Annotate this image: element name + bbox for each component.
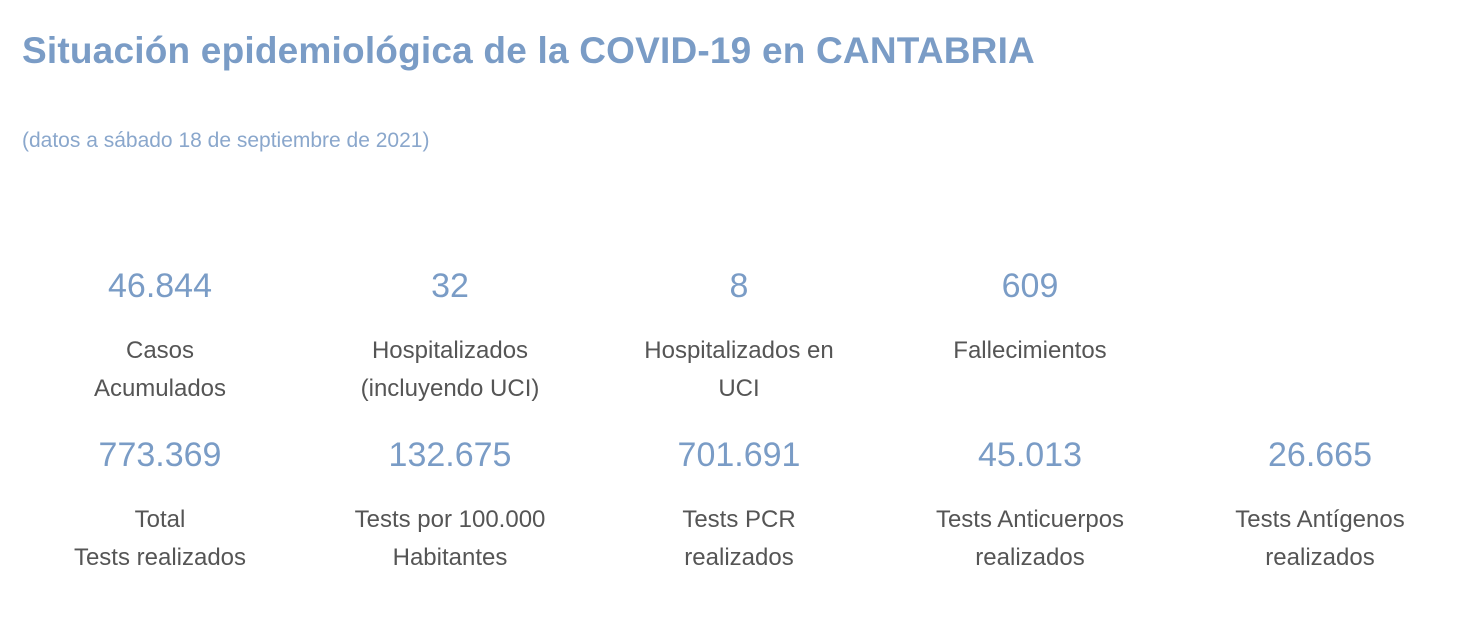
stat-label-line: (incluyendo UCI) (360, 375, 540, 402)
stat-label-line: Fallecimientos (953, 337, 1107, 364)
stat-tests-anticuerpos: 45.013 Tests Anticuerpos realizados (885, 435, 1175, 577)
stat-label-line: UCI (718, 375, 760, 402)
stat-label-line: Hospitalizados (371, 337, 529, 364)
stat-label-line: Total (134, 506, 186, 533)
stat-label-line: Acumulados (93, 375, 227, 402)
stat-value: 32 (431, 267, 469, 305)
stat-value: 45.013 (978, 436, 1082, 474)
stat-total-tests: 773.369 Total Tests realizados (15, 435, 305, 577)
stat-tests-antigenos: 26.665 Tests Antígenos realizados (1175, 435, 1463, 577)
stat-value: 132.675 (388, 436, 512, 474)
stat-tests-por-100000: 132.675 Tests por 100.000 Habitantes (305, 435, 595, 577)
stat-value: 609 (1001, 267, 1059, 305)
page-title: Situación epidemiológica de la COVID-19 … (22, 30, 1035, 71)
stat-label-line: realizados (1265, 544, 1375, 571)
stat-label: Hospitalizados en UCI (594, 332, 884, 408)
stat-value: 773.369 (98, 436, 222, 474)
stat-fallecimientos: 609 Fallecimientos (885, 266, 1175, 370)
stat-label: Fallecimientos (885, 332, 1175, 370)
stat-label-line: realizados (684, 544, 794, 571)
stat-hospitalizados: 32 Hospitalizados (incluyendo UCI) (305, 266, 595, 408)
stat-label-line: Tests Anticuerpos (935, 506, 1125, 533)
stat-label: Total Tests realizados (15, 501, 305, 577)
stat-label: Tests Antígenos realizados (1175, 501, 1463, 577)
stat-label-line: realizados (975, 544, 1085, 571)
stat-casos-acumulados: 46.844 Casos Acumulados (15, 266, 305, 408)
stat-label-line: Casos (125, 337, 195, 364)
stat-label-line: Hospitalizados en (644, 337, 834, 364)
stat-label: Hospitalizados (incluyendo UCI) (305, 332, 595, 408)
data-date-subtitle: (datos a sábado 18 de septiembre de 2021… (22, 129, 430, 152)
stat-tests-pcr: 701.691 Tests PCR realizados (594, 435, 884, 577)
stat-label-line: Tests realizados (73, 544, 247, 571)
stat-label: Tests PCR realizados (594, 501, 884, 577)
stat-label-line: Tests Antígenos (1235, 506, 1405, 533)
stat-label-line: Tests PCR (682, 506, 796, 533)
stat-value: 701.691 (677, 436, 801, 474)
stat-label: Tests por 100.000 Habitantes (305, 501, 595, 577)
stat-label-line: Tests por 100.000 (354, 506, 546, 533)
stat-value: 46.844 (108, 267, 212, 305)
stat-value: 8 (729, 267, 749, 305)
stat-hospitalizados-uci: 8 Hospitalizados en UCI (594, 266, 884, 408)
stat-label: Tests Anticuerpos realizados (885, 501, 1175, 577)
stat-value: 26.665 (1268, 436, 1372, 474)
stat-label: Casos Acumulados (15, 332, 305, 408)
stat-label-line: Habitantes (392, 544, 508, 571)
